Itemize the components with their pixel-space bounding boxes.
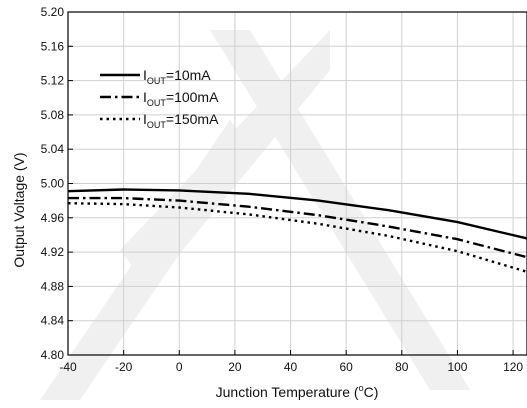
series-lines [67,188,527,273]
y-tick-label: 5.16 [41,39,65,53]
x-tick-label: 40 [284,360,298,374]
x-tick-label: 60 [340,360,354,374]
y-tick-label: 4.88 [41,279,65,293]
x-axis-label: Junction Temperature (oC) [216,383,379,400]
y-tick-label: 5.12 [41,74,65,88]
series-line-1 [67,188,527,240]
y-tick-label: 4.96 [41,211,65,225]
axis-ticks: -40 -20 0 20 40 60 80 100 120 4.80 4.84 4.88 4.92 4.9… [41,5,524,374]
x-axis-label-degree: o [359,383,364,393]
x-tick-label: 20 [228,360,242,374]
y-tick-label: 5.08 [41,108,65,122]
x-tick-label: 100 [447,360,467,374]
y-axis-label: Output Voltage (V) [11,152,27,267]
x-tick-label: 120 [503,360,523,374]
y-tick-label: 4.80 [41,348,65,362]
y-tick-label: 5.04 [41,142,65,156]
series-line-2 [68,196,527,259]
x-tick-label: -20 [115,360,133,374]
series-line-3 [67,202,527,273]
watermark-stroke-1 [210,30,470,390]
watermark [40,30,470,400]
legend-label-3: IOUT=150mA [143,111,219,130]
legend-label-1: IOUT=10mA [143,67,211,86]
x-tick-label: 80 [395,360,409,374]
legend: IOUT=10mA IOUT=100mA IOUT=150mA [100,67,219,130]
x-axis-label-unit: C) [364,384,379,400]
y-tick-label: 5.20 [41,5,65,19]
watermark-stroke-2 [40,120,250,400]
y-tick-label: 5.00 [41,177,65,191]
x-tick-label: 0 [176,360,183,374]
y-tick-label: 4.92 [41,245,65,259]
y-tick-label: 4.84 [41,314,65,328]
x-axis-label-text: Junction Temperature ( [216,384,359,400]
x-tick-label: -40 [59,360,77,374]
legend-label-2: IOUT=100mA [143,89,219,108]
